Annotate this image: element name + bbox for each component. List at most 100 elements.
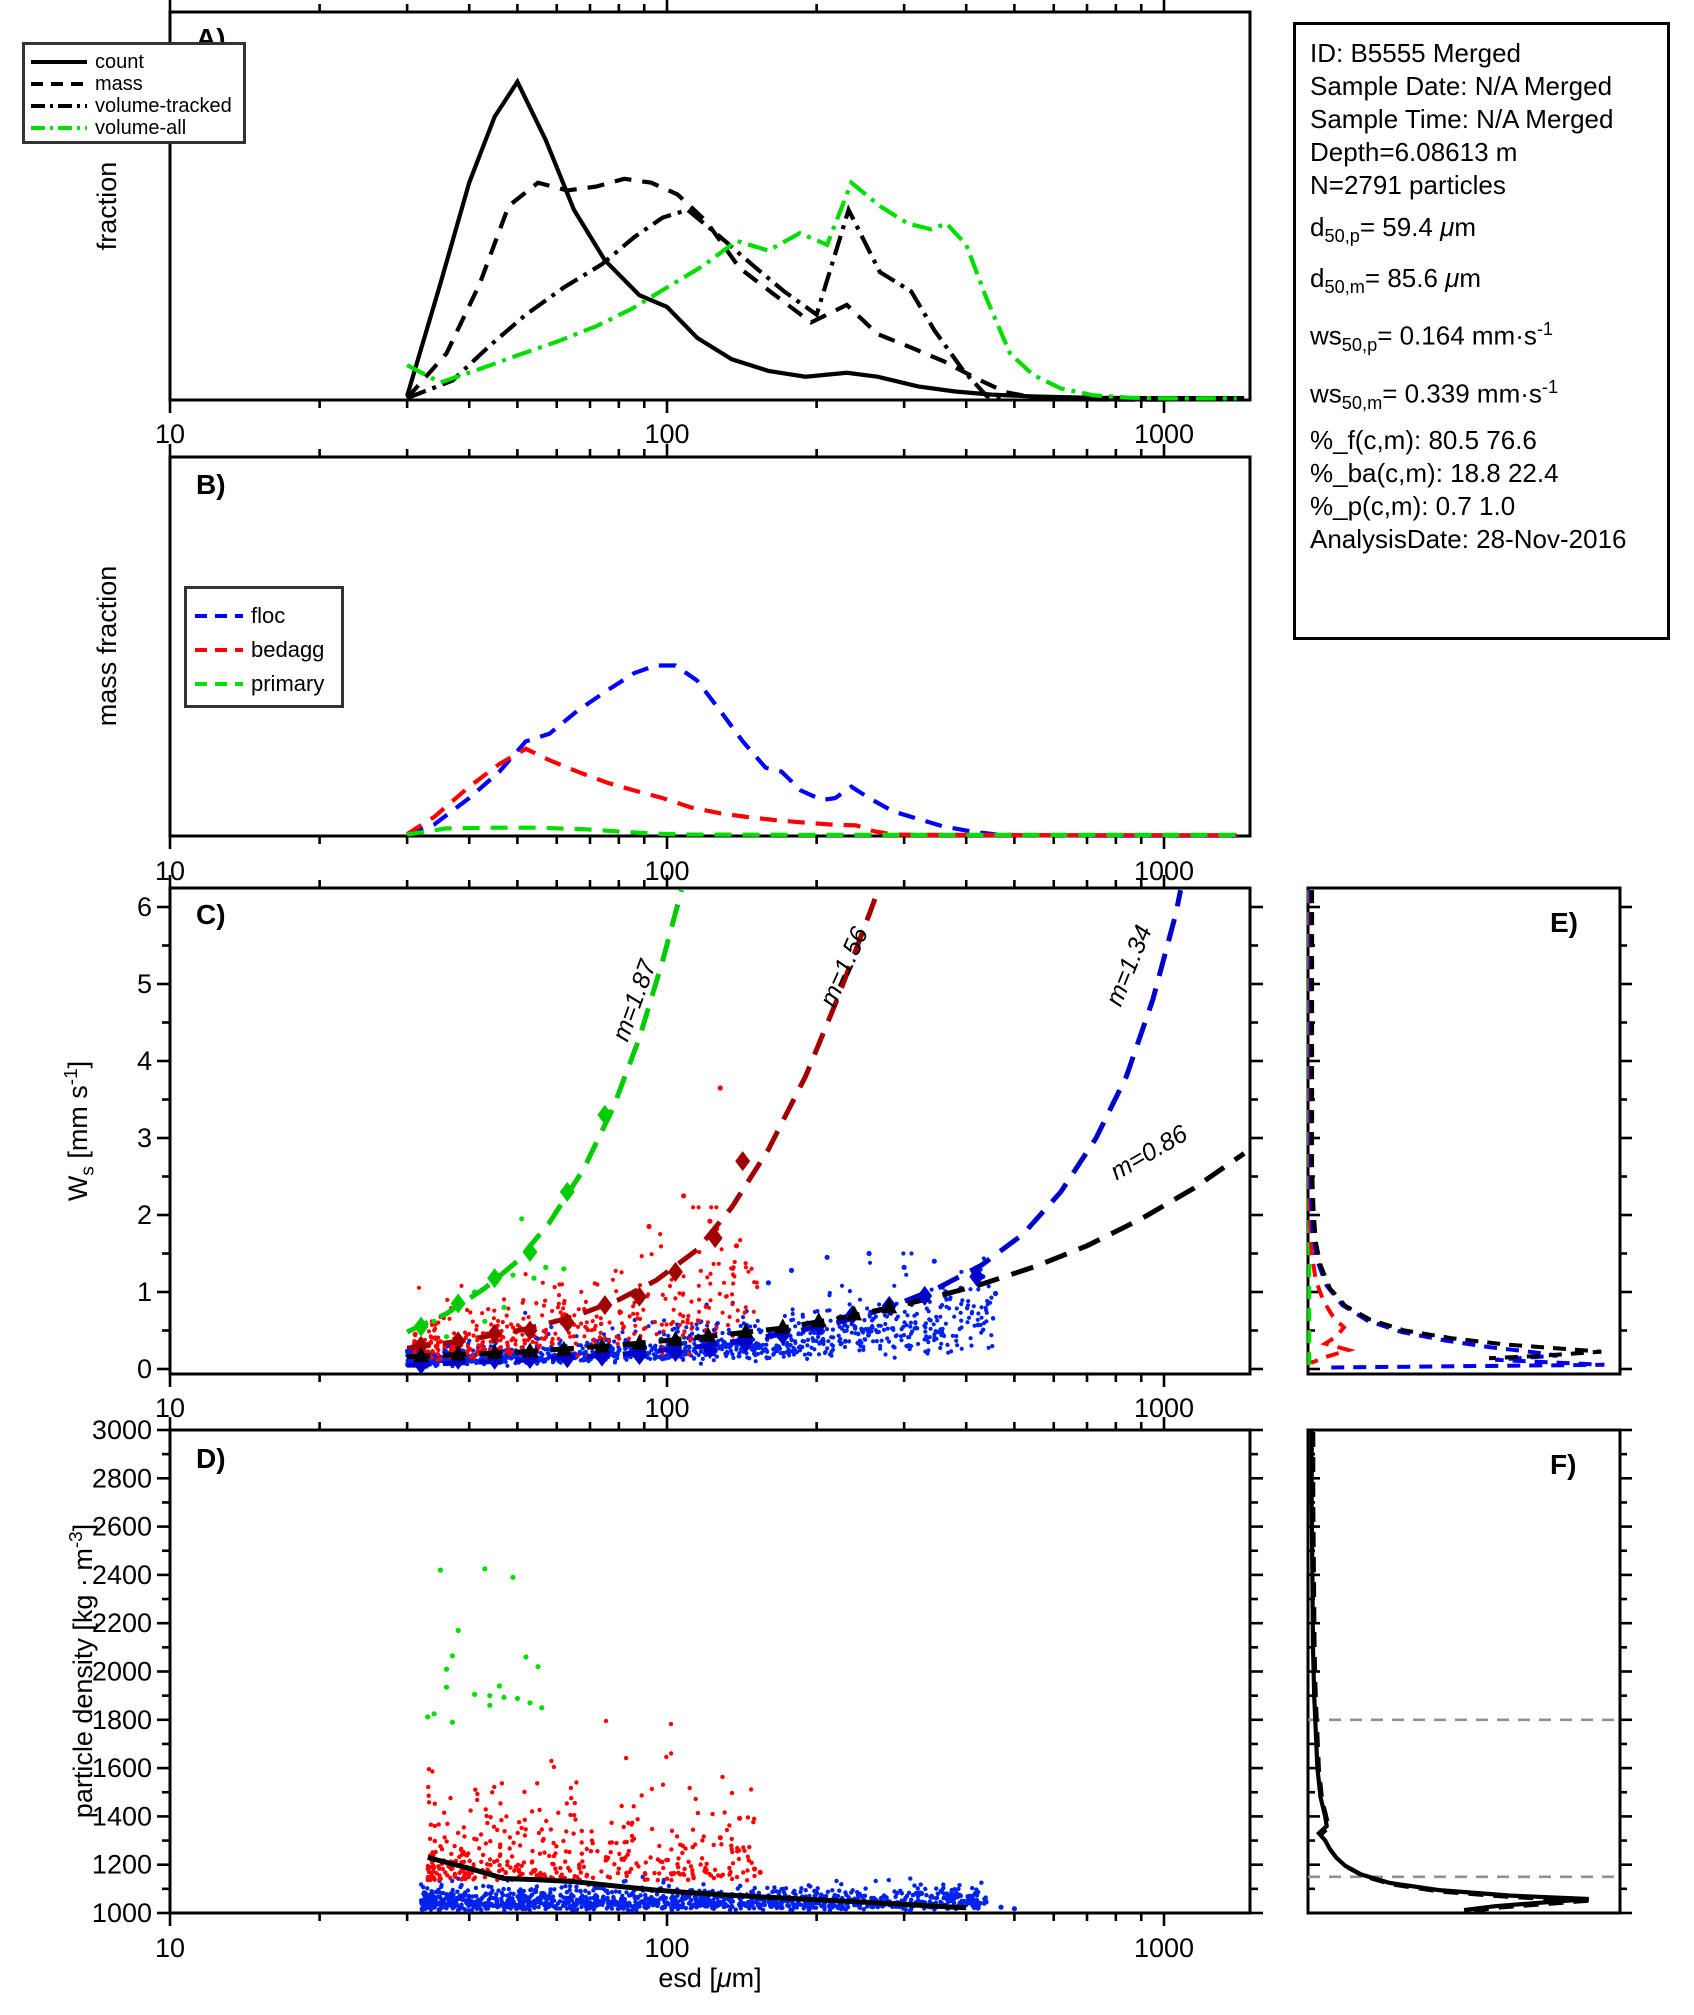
panel-c-floc-scatter bbox=[545, 1347, 550, 1352]
panel-d-floc-density bbox=[439, 1897, 444, 1902]
panel-d-bedagg-density bbox=[482, 1875, 488, 1880]
panel-d-floc-density bbox=[863, 1886, 868, 1891]
panel-d-floc-density bbox=[650, 1901, 655, 1906]
panel-d-floc-density bbox=[502, 1908, 507, 1913]
panel-d-bedagg-density bbox=[449, 1851, 454, 1857]
panel-d-floc-density bbox=[798, 1889, 803, 1895]
panel-c-floc-scatter bbox=[878, 1346, 883, 1351]
panel-d-floc-density bbox=[487, 1891, 493, 1897]
panel-d-bedagg-density bbox=[588, 1849, 594, 1854]
panel-c-floc-scatter bbox=[617, 1347, 622, 1352]
panel-c-floc-scatter bbox=[755, 1351, 761, 1356]
panel-d-bedagg-density bbox=[626, 1848, 631, 1854]
panel-c-floc-scatter bbox=[800, 1345, 805, 1350]
panel-d-bedagg-density bbox=[536, 1830, 542, 1836]
panel-d-bedagg-density bbox=[578, 1870, 583, 1875]
panel-c-bedagg-scatter bbox=[685, 1320, 690, 1325]
panel-c-bedagg-scatter bbox=[501, 1297, 507, 1302]
panel-d-bedagg-density bbox=[508, 1865, 513, 1870]
panel-c-floc-scatter bbox=[976, 1311, 981, 1316]
panel-d-floc-density bbox=[883, 1894, 888, 1900]
panel-c-floc-scatter bbox=[796, 1321, 801, 1326]
panel-d-bedagg-density bbox=[492, 1784, 497, 1790]
panel-d-bedagg-density bbox=[520, 1871, 525, 1877]
legend-label: volume-all bbox=[95, 116, 187, 139]
panel-c-floc-scatter bbox=[965, 1305, 970, 1310]
panel-c-bedagg-scatter bbox=[680, 1319, 686, 1324]
panel-d-bedagg-density bbox=[645, 1877, 650, 1882]
panel-c-floc-scatter bbox=[793, 1340, 798, 1346]
panel-c-bedagg-scatter bbox=[626, 1336, 632, 1341]
panel-c-floc-scatter bbox=[808, 1331, 813, 1336]
panel-c-bedagg-scatter bbox=[619, 1270, 624, 1275]
panel-d-bedagg-density bbox=[467, 1858, 472, 1864]
panel-c-bedagg-scatter bbox=[431, 1350, 436, 1355]
panel-c-floc-scatter bbox=[923, 1321, 929, 1326]
panel-d-primary-density bbox=[425, 1714, 431, 1720]
panel-c-bedagg-scatter bbox=[746, 1269, 751, 1274]
panel-d-floc-density bbox=[772, 1885, 777, 1890]
panel-d-floc-density bbox=[760, 1907, 766, 1913]
panel-c-bedagg-scatter bbox=[465, 1307, 470, 1313]
panel-d-floc-density bbox=[861, 1907, 866, 1912]
panel-c-bedagg-scatter bbox=[539, 1336, 544, 1341]
panel-c-marker-all-medians bbox=[774, 1318, 791, 1334]
panel-c-floc-scatter bbox=[687, 1344, 692, 1349]
panel-c-floc-scatter bbox=[731, 1355, 736, 1360]
panel-c-bedagg-scatter bbox=[664, 1322, 669, 1327]
panel-C-frame bbox=[168, 886, 1252, 1376]
panel-d-bedagg-density bbox=[499, 1818, 504, 1823]
panel-c-bedagg-scatter bbox=[534, 1341, 539, 1346]
panel-c-floc-scatter bbox=[716, 1346, 721, 1351]
panel-c-floc-scatter bbox=[788, 1343, 793, 1348]
panel-d-floc-density bbox=[655, 1903, 660, 1909]
panel-c-floc-high bbox=[788, 1267, 795, 1273]
panel-c-bedagg-scatter bbox=[614, 1289, 619, 1294]
panel-c-bedagg-scatter bbox=[717, 1291, 722, 1296]
legend-item-count: count bbox=[29, 51, 239, 73]
panel-c-floc-scatter bbox=[666, 1333, 671, 1338]
panel-c-bedagg-scatter bbox=[432, 1336, 437, 1341]
panel-c-floc-scatter bbox=[752, 1351, 757, 1356]
panel-c-floc-scatter bbox=[581, 1358, 586, 1363]
panel-c-floc-scatter bbox=[928, 1318, 933, 1323]
panel-d-floc-density bbox=[473, 1885, 479, 1891]
panel-c-floc-scatter bbox=[955, 1343, 960, 1348]
panel-c-floc-scatter bbox=[816, 1352, 822, 1357]
panel-c-floc-scatter bbox=[983, 1305, 988, 1310]
panel-d-floc-density bbox=[941, 1882, 946, 1887]
panel-c-primary-scatter bbox=[519, 1216, 525, 1222]
panel-D-frame bbox=[168, 1428, 1252, 1915]
panel-c-bedagg-scatter bbox=[506, 1345, 511, 1350]
panel-c-bedagg-scatter bbox=[572, 1313, 577, 1318]
panel-d-bedagg-density bbox=[461, 1849, 466, 1855]
panel-c-floc-scatter bbox=[467, 1338, 472, 1343]
panel-d-floc-density bbox=[558, 1906, 563, 1911]
panel-d-bedagg-density bbox=[636, 1864, 641, 1869]
panel-c-floc-scatter bbox=[929, 1287, 934, 1292]
panel-d-bedagg-density bbox=[491, 1824, 497, 1830]
panel-d-floc-density bbox=[427, 1895, 432, 1900]
panel-c-fit-all-fit bbox=[406, 1151, 1246, 1360]
panel-d-floc-density bbox=[679, 1897, 684, 1903]
panel-d-bedagg-density bbox=[522, 1789, 527, 1795]
panel-c-floc-scatter bbox=[984, 1319, 989, 1324]
panel-d-floc-density bbox=[561, 1895, 566, 1900]
panel-c-floc-scatter bbox=[716, 1338, 721, 1343]
info-line-10: %_ba(c,m): 18.8 22.4 bbox=[1310, 458, 1559, 489]
panel-b-legend: floc bedagg primary bbox=[184, 586, 344, 708]
panel-d-floc-density bbox=[584, 1907, 589, 1912]
panel-d-floc-density bbox=[506, 1886, 511, 1892]
panel-d-floc-density bbox=[855, 1892, 861, 1897]
panel-c-bedagg-scatter bbox=[435, 1352, 440, 1357]
panel-d-floc-density bbox=[421, 1902, 426, 1908]
panel-e-series-all-ws-dist bbox=[1310, 890, 1602, 1361]
panel-c-floc-scatter bbox=[868, 1326, 873, 1331]
panel-d-bedagg-density bbox=[471, 1877, 476, 1882]
panel-c-bedagg-scatter bbox=[681, 1274, 686, 1279]
panel-c-bedagg-scatter bbox=[689, 1299, 694, 1304]
panel-d-bedagg-density bbox=[701, 1834, 706, 1839]
panel-d-floc-density bbox=[773, 1899, 779, 1904]
panel-e-series-bedagg-ws-dist bbox=[1307, 890, 1356, 1365]
